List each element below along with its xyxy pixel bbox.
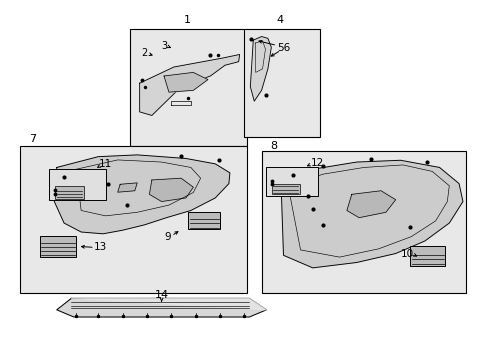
Text: 11: 11 [99,158,112,168]
Polygon shape [163,72,207,92]
Text: 3: 3 [161,41,167,50]
Polygon shape [149,178,193,202]
Text: 4: 4 [276,15,283,26]
Polygon shape [140,54,239,116]
Polygon shape [250,37,271,101]
Bar [271,184,300,194]
Text: 2: 2 [141,48,147,58]
Bar [266,167,317,196]
Bar [55,186,83,199]
Bar [20,146,246,293]
Text: 9: 9 [164,232,170,242]
Text: 8: 8 [270,140,277,150]
Bar [49,169,105,200]
Text: 13: 13 [94,242,107,252]
Polygon shape [54,155,229,234]
Polygon shape [346,191,395,218]
Text: 12: 12 [310,158,324,168]
Bar [409,246,445,266]
Bar [261,151,466,293]
Polygon shape [71,298,266,310]
Polygon shape [57,298,266,317]
Text: 56: 56 [276,43,289,53]
Polygon shape [118,183,137,192]
Text: 14: 14 [154,291,168,301]
Text: 7: 7 [29,134,36,144]
Bar [40,235,76,257]
Bar [130,30,246,146]
Bar [244,30,320,137]
Bar [188,212,220,229]
Text: 10: 10 [401,248,413,258]
Text: 1: 1 [183,15,190,26]
Polygon shape [281,160,462,268]
